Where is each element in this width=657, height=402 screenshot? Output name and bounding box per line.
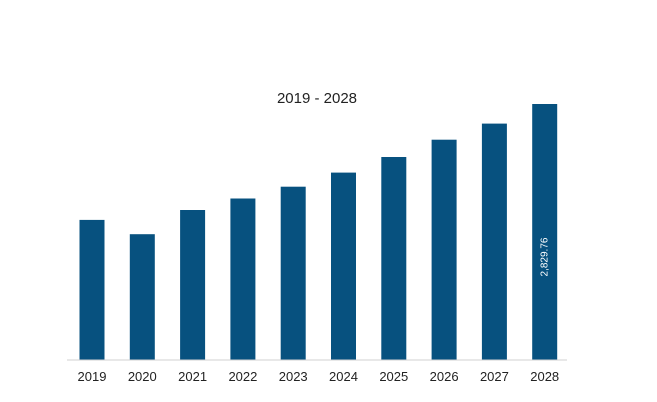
x-tick-label-2028: 2028 bbox=[530, 369, 559, 384]
bar-2026 bbox=[431, 139, 457, 360]
x-tick-label-2027: 2027 bbox=[480, 369, 509, 384]
bar-2027 bbox=[481, 123, 507, 360]
bar-2024 bbox=[331, 172, 356, 360]
x-tick-labels: 2019 2020 2021 2022 2023 2024 2025 2026 2027 2028 bbox=[78, 369, 560, 384]
bar-2023 bbox=[280, 186, 306, 360]
data-labels: 2,829.76 bbox=[540, 237, 551, 276]
x-tick-label-2021: 2021 bbox=[178, 369, 207, 384]
bar-2020 bbox=[129, 234, 155, 360]
bar-2021 bbox=[180, 210, 206, 360]
bar-2025 bbox=[381, 157, 407, 360]
x-tick-label-2025: 2025 bbox=[379, 369, 408, 384]
x-tick-label-2024: 2024 bbox=[329, 369, 358, 384]
x-tick-label-2022: 2022 bbox=[228, 369, 257, 384]
bar-2022 bbox=[230, 198, 256, 360]
data-label-2028: 2,829.76 bbox=[540, 237, 551, 276]
x-tick-label-2023: 2023 bbox=[279, 369, 308, 384]
x-tick-label-2026: 2026 bbox=[430, 369, 459, 384]
bars-group bbox=[79, 104, 558, 360]
x-tick-label-2020: 2020 bbox=[128, 369, 157, 384]
chart-title: 2019 - 2028 bbox=[277, 90, 357, 107]
bar-2019 bbox=[79, 219, 105, 360]
x-tick-label-2019: 2019 bbox=[78, 369, 107, 384]
bar-2028 bbox=[532, 104, 558, 360]
